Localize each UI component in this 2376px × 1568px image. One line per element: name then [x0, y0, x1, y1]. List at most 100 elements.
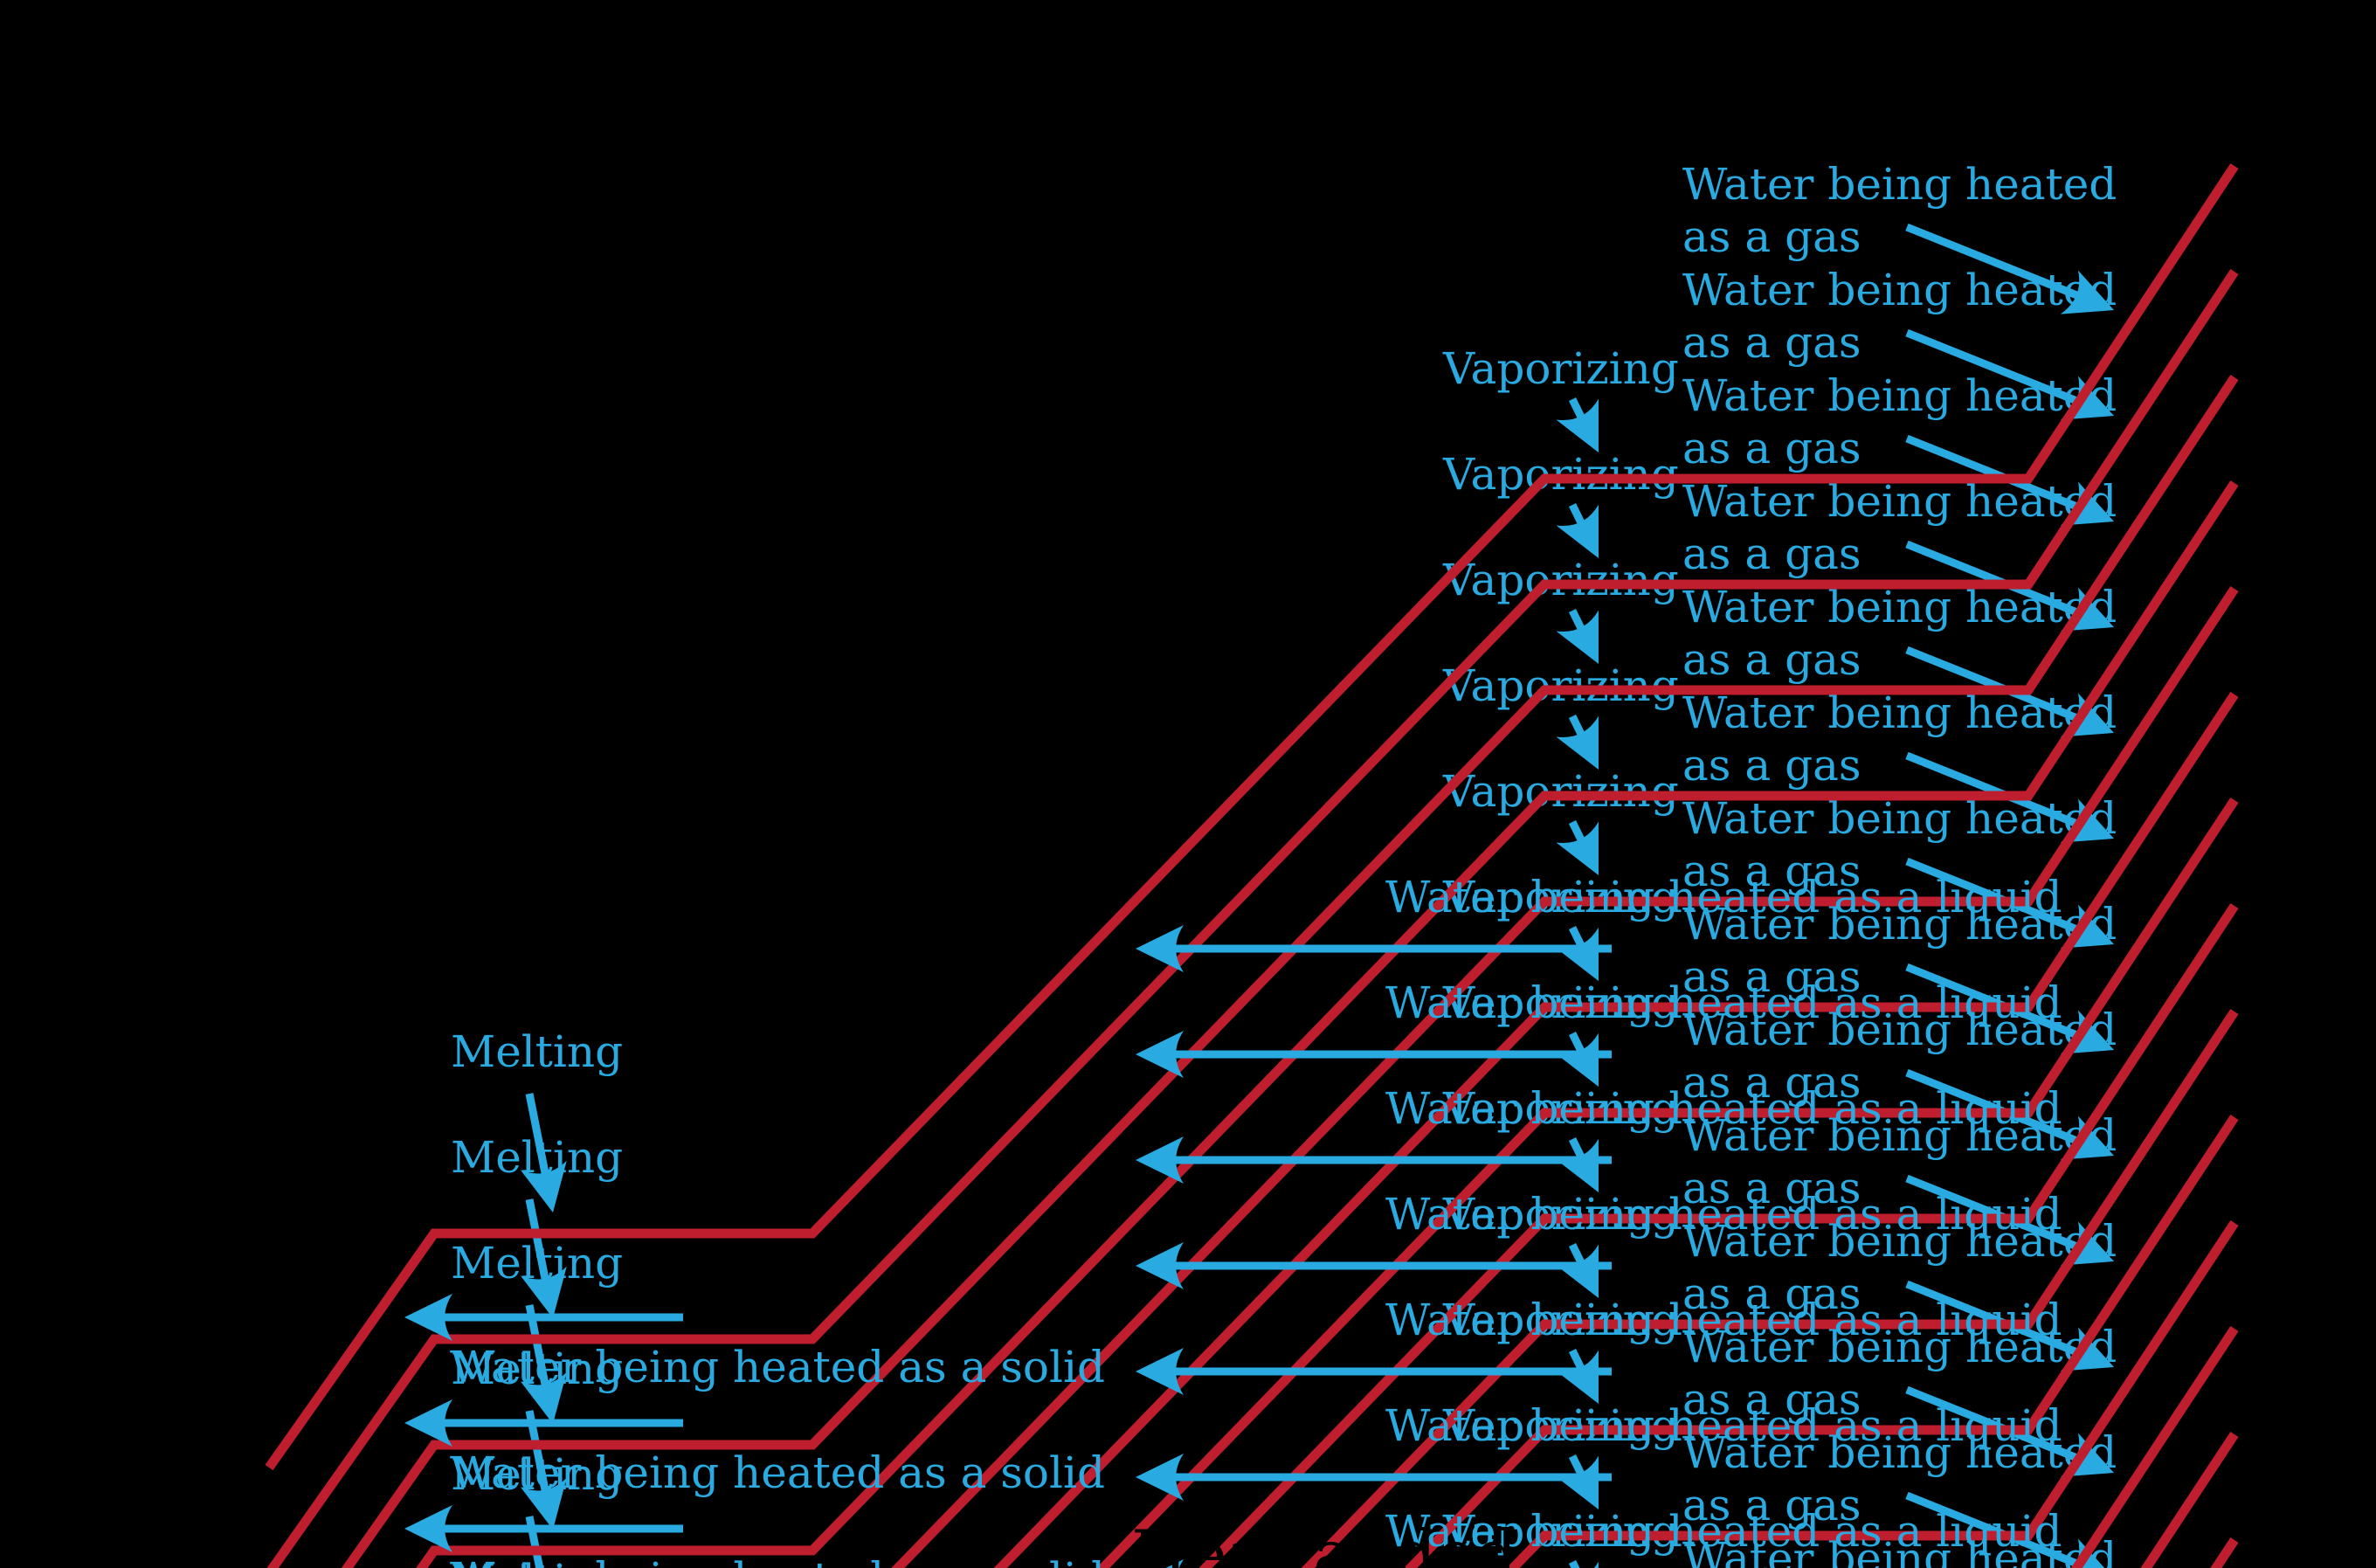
heating-curve-line — [1096, 797, 2239, 1568]
solid-phase-arrow-head — [404, 1399, 452, 1447]
vaporizing-arrow-head — [1556, 610, 1599, 664]
gas-phase-label-line: as a gas — [1682, 211, 1861, 262]
gas-phase-label-line: as a gas — [1682, 951, 1861, 1002]
gas-phase-label-line: Water being heated — [1682, 370, 2117, 421]
liquid-phase-label-line: Water being heated as a liquid — [1385, 1083, 2062, 1134]
vaporizing-arrow-head — [1556, 1244, 1599, 1298]
vaporizing-arrow-head — [1556, 927, 1599, 981]
melting-arrow-shaft — [525, 1198, 551, 1288]
solid-phase-arrow-head — [404, 1505, 452, 1552]
heating-curve-line — [1506, 1219, 2239, 1568]
vaporizing-label-line: Vaporizing — [1442, 343, 1679, 394]
gas-phase-label-line: as a gas — [1682, 1057, 1861, 1108]
gas-phase-label-line: Water being heated — [1682, 1110, 2117, 1161]
solid-phase-arrow-head — [404, 1294, 452, 1341]
liquid-phase-label-line: Water being heated as a liquid — [1385, 1189, 2062, 1240]
heating-curve-line — [891, 585, 2239, 1568]
heating-curve-line — [416, 480, 2239, 1568]
liquid-phase-label: Water being heated as a liquid — [1385, 977, 2062, 1028]
liquid-phase-arrow-head — [1136, 1031, 1184, 1078]
melting-arrow-head — [520, 1477, 567, 1530]
vaporizing-arrow-shaft — [1568, 1560, 1580, 1568]
melting-arrow-head — [520, 1371, 567, 1424]
gas-phase-label-line: as a gas — [1682, 846, 1861, 896]
gas-phase-label-line: as a gas — [1682, 1268, 1861, 1319]
gas-phase-label-line: Water being heated — [1682, 476, 2117, 527]
liquid-phase-label-line: Water being heated as a liquid — [1385, 977, 2062, 1028]
liquid-phase-arrow-head — [1136, 925, 1184, 972]
gas-phase-label-line: Water being heated — [1682, 1427, 2117, 1478]
liquid-phase-label: Water being heated as a liquid — [1385, 1400, 2062, 1451]
curve-copy-1: Water being heated as a gasVaporizingWate… — [266, 265, 2239, 1568]
gas-phase-label-line: Water being heated — [1682, 1216, 2117, 1267]
vaporizing-arrow-head — [1556, 1561, 1599, 1568]
solid-phase-label-line: Water being heated as a solid — [450, 1447, 1105, 1498]
gas-phase-label-line: Water being heated — [1682, 1322, 2117, 1372]
gas-phase-label-line: as a gas — [1682, 423, 1861, 473]
melting-label: Melting — [451, 1026, 623, 1077]
solid-phase-label-line: Water being heated as a solid — [450, 1553, 1105, 1568]
heating-curve-line — [1198, 902, 2239, 1568]
curve-copy-2: Water being heated as a gasVaporizingWate… — [341, 370, 2239, 1568]
melting-arrow-head — [520, 1266, 567, 1318]
liquid-phase-label: Water being heated as a liquid — [1385, 1295, 2062, 1345]
curve-copy-0: Water being heated as a gasVaporizingWate… — [265, 159, 2239, 1568]
liquid-phase-arrow-head — [1136, 1242, 1184, 1289]
melting-arrow-head — [520, 1160, 567, 1212]
solid-phase-label: Water being heated as a solid — [450, 1447, 1105, 1498]
solid-phase-label-line: Water being heated as a solid — [450, 1342, 1105, 1392]
vaporizing-arrow-head — [1556, 398, 1599, 452]
heating-curve-line — [265, 162, 2239, 1471]
liquid-phase-label-line: Water being heated as a liquid — [1385, 1295, 2062, 1345]
gas-phase-label-line: as a gas — [1682, 740, 1861, 791]
gas-phase-label-line: Water being heated — [1682, 899, 2117, 950]
vaporizing-arrow-head — [1556, 821, 1599, 875]
liquid-phase-label-line: Water being heated as a liquid — [1385, 1506, 2062, 1557]
melting-arrow-shaft — [525, 1093, 551, 1183]
vaporizing-arrow-head — [1556, 715, 1599, 770]
gas-phase-label-line: Water being heated — [1682, 793, 2117, 844]
gas-phase-label-line: as a gas — [1682, 1163, 1861, 1213]
x-axis-label: Heat added — [1131, 1516, 1517, 1568]
gas-phase-label-line: Water being heated — [1682, 159, 2117, 210]
liquid-phase-label: Water being heated as a liquid — [1385, 872, 2062, 922]
liquid-phase-label-line: Water being heated as a liquid — [1385, 1400, 2062, 1451]
vaporizing-label: Vaporizing — [1442, 343, 1679, 394]
heating-curve-line — [341, 374, 2239, 1568]
curve-copy-6: Water being heated as a gasVaporizingWate… — [1096, 793, 2239, 1568]
gas-phase-arrow-shaft — [1905, 328, 2087, 408]
gas-phase-arrow-shaft — [1905, 223, 2087, 302]
vaporizing-arrow-head — [1556, 504, 1599, 558]
heating-curve-line — [1301, 1008, 2239, 1568]
heating-curve-line — [993, 691, 2239, 1568]
liquid-phase-label-line: Water being heated as a liquid — [1385, 872, 2062, 922]
liquid-phase-arrow-head — [1136, 1348, 1184, 1395]
gas-phase-label-line: Water being heated — [1682, 265, 2117, 315]
gas-phase-label-line: as a gas — [1682, 634, 1861, 685]
liquid-phase-arrow-head — [1136, 1454, 1184, 1501]
vaporizing-arrow-head — [1556, 1350, 1599, 1404]
gas-phase-label-line: Water being heated — [1682, 687, 2117, 738]
solid-phase-label: Water being heated as a solid — [450, 1342, 1105, 1392]
gas-phase-label-line: as a gas — [1682, 1374, 1861, 1425]
liquid-phase-label: Water being heated as a liquid — [1385, 1506, 2062, 1557]
melting-label-line: Melting — [451, 1026, 623, 1077]
liquid-phase-label: Water being heated as a liquid — [1385, 1189, 2062, 1240]
solid-phase-label: Water being heated as a solid — [450, 1553, 1105, 1568]
gas-phase-arrow-head — [2060, 270, 2114, 314]
